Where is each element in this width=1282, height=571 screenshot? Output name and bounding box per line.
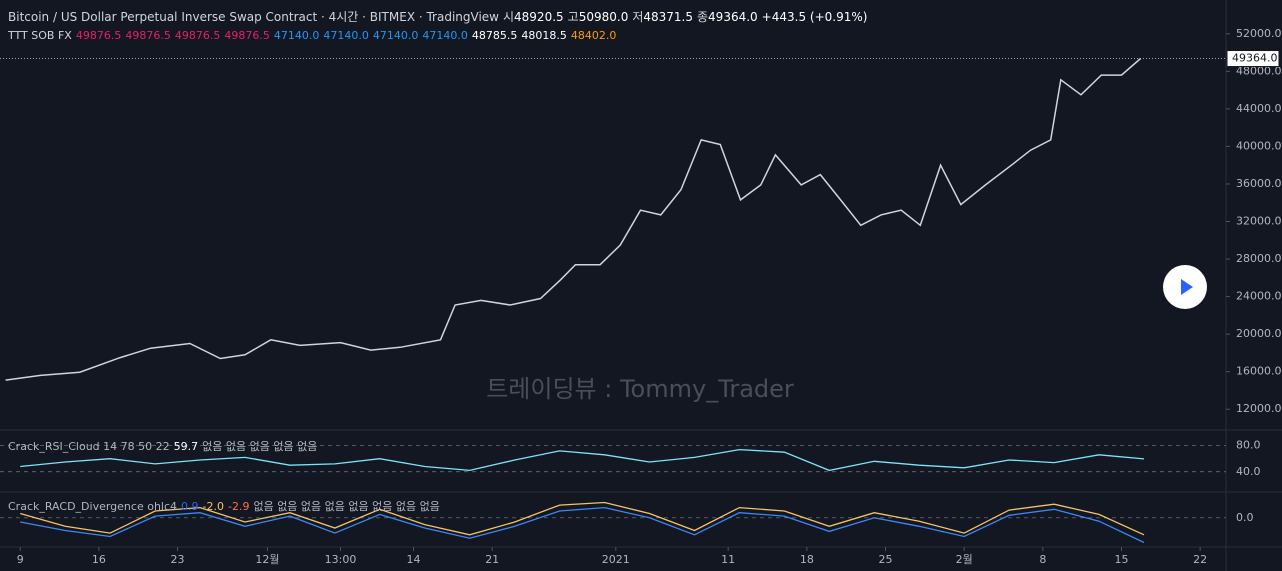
x-tick-label: 13:00 (325, 553, 357, 566)
y-tick-label: 36000.0 (1236, 177, 1282, 190)
watermark: 트레이딩뷰 : Tommy_Trader (486, 375, 794, 403)
ohlc-value: 48371.5 (643, 10, 693, 24)
racd-value: -2.0 (202, 500, 224, 513)
rsi-title: Crack_RSI_Cloud 14 78 50 22 (8, 440, 170, 453)
y-tick-label: 12000.0 (1236, 402, 1282, 415)
rsi-flags: 없음 없음 없음 없음 없음 (202, 440, 318, 453)
ohlc-value: 49364.0 (708, 10, 758, 24)
series-line (20, 501, 1145, 536)
indicator-legend: TTT SOB FX 49876.5 49876.5 49876.5 49876.5 47… (8, 29, 620, 42)
ohlc-name: 고 (567, 10, 579, 24)
x-tick-label: 11 (721, 553, 735, 566)
y-tick-label: 0.0 (1236, 511, 1254, 524)
ohlc-name: 시 (502, 10, 515, 24)
last-price-box (1226, 50, 1280, 68)
y-tick-label: 48000.0 (1236, 64, 1282, 77)
play-button[interactable] (1163, 265, 1207, 309)
y-tick-label: 24000.0 (1236, 290, 1282, 303)
symbol-title: Bitcoin / US Dollar Perpetual Inverse Sw… (8, 10, 499, 24)
y-tick-label: 44000.0 (1236, 102, 1282, 115)
indicator-value: 49876.5 (125, 29, 171, 42)
x-tick-label: 22 (1193, 553, 1207, 566)
series-line (20, 448, 1145, 472)
x-tick-label: 2월 (956, 553, 973, 566)
indicator-value: 48402.0 (570, 29, 617, 42)
x-tick-label: 18 (800, 553, 814, 566)
indicator-value: 47140.0 (422, 29, 468, 42)
racd-legend: Crack_RACD_Divergence ohlc4 0.9 -2.0 -2.9 없음… (8, 498, 444, 514)
y-tick-label: 40.0 (1236, 465, 1261, 478)
x-tick-label: 15 (1114, 553, 1128, 566)
ohlc-value: 50980.0 (578, 10, 629, 24)
x-tick-label: 21 (485, 553, 499, 566)
indicator-value: 48785.5 (471, 29, 518, 42)
series-line (20, 506, 1145, 544)
indicator-value: 47140.0 (273, 29, 320, 42)
last-price-label: 49364.0 (1232, 52, 1278, 65)
rsi-legend: Crack_RSI_Cloud 14 78 50 22 59.7 없음 없음 없음 … (8, 438, 321, 454)
x-tick-label: 8 (1039, 553, 1046, 566)
indicator-value: 49876.5 (75, 29, 122, 42)
x-tick-label: 9 (17, 553, 24, 566)
x-tick-label: 2021 (602, 553, 630, 566)
x-tick-label: 12월 (255, 553, 279, 566)
y-tick-label: 32000.0 (1236, 215, 1282, 228)
indicator-value: 47140.0 (372, 29, 419, 42)
indicator-value: 48018.5 (521, 29, 567, 42)
racd-value: 0.9 (181, 500, 199, 513)
price-change: +443.5 (+0.91%) (761, 10, 868, 24)
rsi-current: 59.7 (173, 440, 199, 453)
indicator-name: TTT SOB FX (8, 29, 72, 42)
y-tick-label: 80.0 (1236, 439, 1261, 452)
y-tick-label: 28000.0 (1236, 252, 1282, 265)
ohlc-value: 48920.5 (514, 10, 564, 24)
x-tick-label: 14 (407, 553, 421, 566)
series-line (5, 57, 1142, 381)
play-icon (1181, 279, 1193, 295)
y-tick-label: 40000.0 (1236, 139, 1282, 152)
price-legend: Bitcoin / US Dollar Perpetual Inverse Sw… (8, 8, 871, 25)
ohlc-name: 저 (632, 10, 644, 24)
x-tick-label: 16 (92, 553, 106, 566)
indicator-value: 49876.5 (174, 29, 221, 42)
indicator-value: 49876.5 (224, 29, 270, 42)
y-tick-label: 16000.0 (1236, 365, 1282, 378)
indicator-value: 47140.0 (323, 29, 369, 42)
y-tick-label: 52000.0 (1236, 27, 1282, 40)
x-tick-label: 25 (879, 553, 893, 566)
y-tick-label: 20000.0 (1236, 327, 1282, 340)
ohlc-name: 종 (697, 10, 709, 24)
racd-flags: 없음 없음 없음 없음 없음 없음 없음 없음 (253, 500, 440, 513)
racd-value: -2.9 (227, 500, 250, 513)
racd-title: Crack_RACD_Divergence ohlc4 (8, 500, 178, 513)
x-tick-label: 23 (171, 553, 185, 566)
